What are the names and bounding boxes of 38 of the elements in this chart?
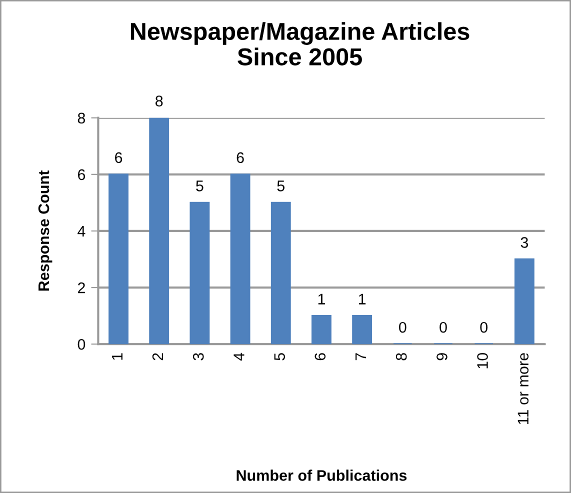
bar (352, 314, 372, 344)
data-label: 3 (520, 237, 528, 248)
bar (514, 258, 534, 344)
bar (230, 174, 250, 344)
y-tick-label: 6 (78, 169, 86, 180)
chart-title: Newspaper/Magazine Articles Since 2005 (130, 22, 470, 66)
x-tick-label: 1 (112, 353, 122, 360)
y-tick-label: 8 (78, 112, 86, 124)
x-tick-label: 6 (314, 353, 326, 360)
y-tick-label: 2 (78, 282, 85, 294)
x-tick-label: 11 or more (518, 353, 529, 424)
x-axis-title: Number of Publications (236, 470, 407, 481)
data-label: 0 (399, 322, 406, 333)
x-tick-label: 8 (396, 353, 407, 360)
data-label: 0 (440, 322, 447, 333)
x-tick-label: 3 (192, 353, 204, 360)
data-label: 6 (115, 152, 122, 164)
x-tick-label: 5 (274, 353, 285, 360)
data-label: 8 (156, 96, 163, 106)
x-tick-label: 2 (152, 353, 164, 360)
data-label: 1 (318, 294, 325, 304)
data-label: 6 (236, 152, 244, 164)
bar (270, 202, 291, 344)
y-tick-label: 0 (78, 338, 86, 350)
data-label: 1 (358, 294, 366, 304)
data-label: 5 (277, 180, 284, 192)
y-axis-title: Response Count (38, 170, 52, 291)
x-tick-label: 10 (477, 353, 488, 368)
data-label: 0 (480, 322, 488, 333)
x-tick-label: 7 (356, 353, 366, 360)
bar (312, 314, 332, 344)
bar (190, 202, 210, 344)
y-tick-label: 4 (78, 226, 86, 237)
bar (108, 174, 128, 344)
x-tick-label: 4 (234, 352, 244, 361)
data-label: 5 (196, 180, 204, 192)
bar (149, 118, 170, 344)
x-tick-label: 9 (436, 353, 448, 360)
